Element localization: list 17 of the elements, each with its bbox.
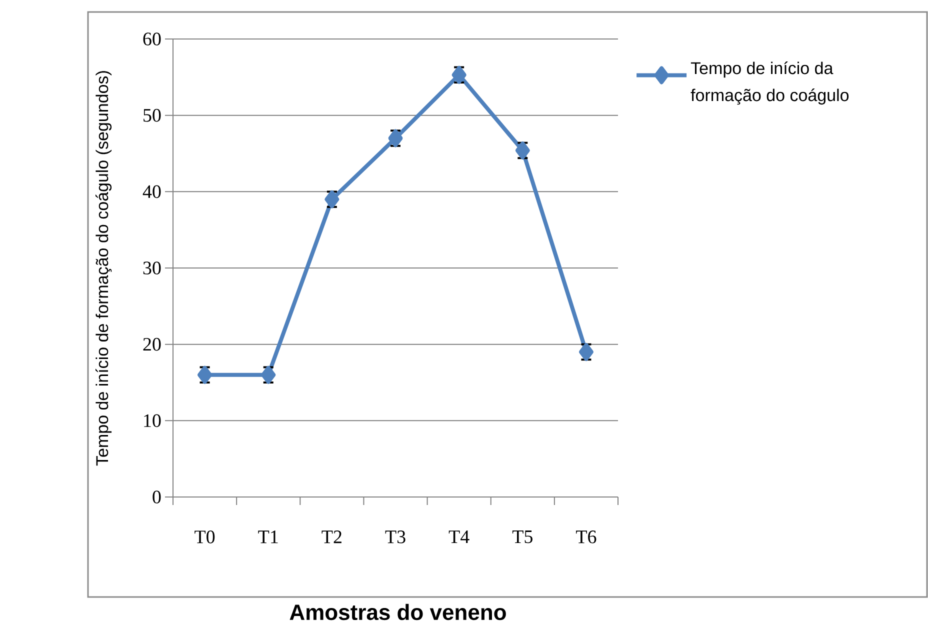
- x-tick-label: T2: [322, 530, 342, 544]
- legend-label: Tempo de início da formação do coágulo: [690, 62, 849, 105]
- x-tick-label: T5: [512, 530, 532, 544]
- y-tick-label: 20: [143, 338, 161, 351]
- y-tick-label: 50: [144, 108, 161, 122]
- x-tick-label: T3: [385, 530, 406, 544]
- x-tick-label: T6: [576, 530, 596, 544]
- y-tick-label: 30: [143, 262, 161, 274]
- y-tick-label: 10: [144, 414, 161, 428]
- y-tick-label: 60: [143, 32, 161, 46]
- x-tick-label: T4: [448, 530, 470, 544]
- x-axis-title: Amostras do veneno: [290, 604, 506, 620]
- y-axis-title: Tempo de início de formação do coágulo (segundos): [96, 71, 112, 466]
- y-tick-label: 0: [152, 490, 161, 504]
- x-tick-label: T0: [194, 530, 215, 544]
- x-tick-label: T1: [258, 530, 278, 544]
- y-tick-label: 40: [142, 185, 161, 198]
